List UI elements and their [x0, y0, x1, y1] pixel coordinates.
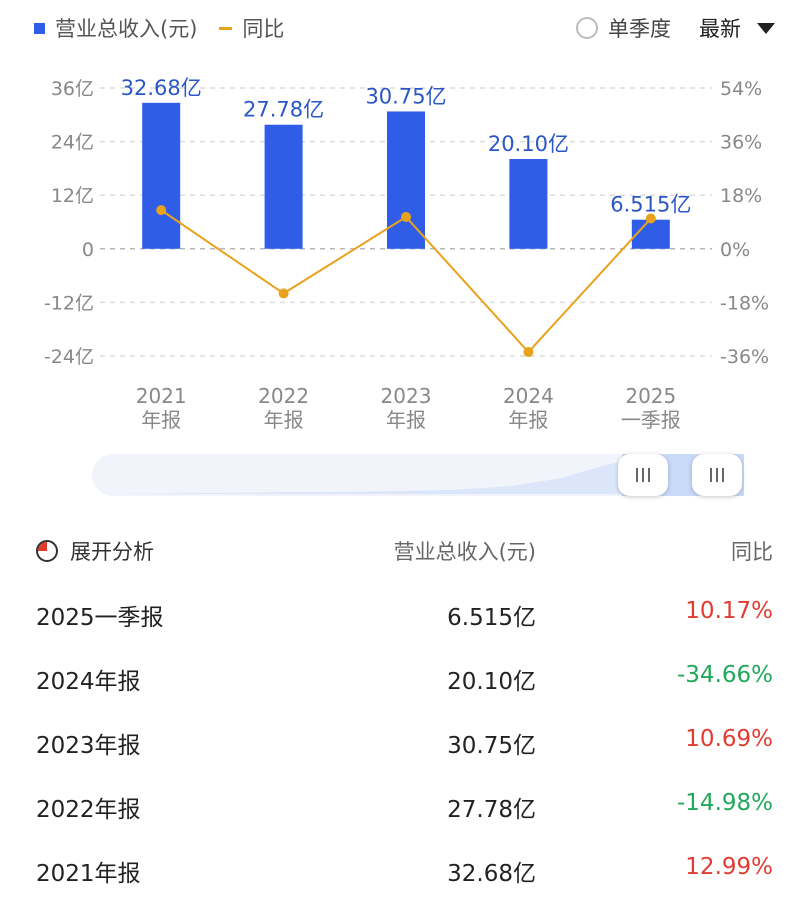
row-revenue: 6.515亿 [447, 605, 536, 631]
revenue-chart: 36亿 24亿 12亿 0 -12亿 -24亿 54% 36% 18% 0% -18% -36% 32.… [44, 76, 769, 432]
yoy-point [156, 205, 167, 216]
bar [509, 159, 548, 249]
bar [387, 111, 425, 249]
table-row[interactable]: 2024年报 20.10亿 -34.66% [0, 644, 809, 708]
x-tick-label: 一季报 [621, 408, 681, 432]
y-right-tick-label: 36% [720, 132, 762, 154]
y-right-tick-label: 54% [720, 78, 762, 100]
x-tick-label: 年报 [386, 408, 426, 432]
bar [631, 219, 670, 249]
table-row[interactable]: 2022年报 27.78亿 -14.98% [0, 772, 809, 836]
table-row[interactable]: 2021年报 32.68亿 12.99% [0, 836, 809, 900]
y-left-tick-label: 36亿 [51, 78, 94, 100]
legend-revenue-label: 营业总收入(元) [55, 17, 198, 41]
y-left-tick-label: 24亿 [51, 132, 94, 154]
x-tick-label: 2025 [625, 384, 676, 408]
x-tick-label: 2022 [258, 384, 309, 408]
bar [264, 124, 303, 249]
slider-left-handle[interactable] [618, 454, 668, 496]
row-yoy: -34.66% [677, 662, 773, 688]
table-header: 展开分析 营业总收入(元) 同比 [0, 520, 809, 580]
row-period: 2021年报 [36, 861, 141, 887]
x-tick-label: 年报 [264, 408, 304, 432]
table-row[interactable]: 2023年报 30.75亿 10.69% [0, 708, 809, 772]
expand-analysis-button[interactable]: 展开分析 [36, 536, 154, 566]
row-yoy: 12.99% [685, 854, 773, 880]
row-period: 2025一季报 [36, 605, 164, 631]
x-tick-label: 2023 [381, 384, 432, 408]
row-revenue: 27.78亿 [447, 797, 536, 823]
x-tick-label: 2021 [136, 384, 187, 408]
y-left-tick-label: -24亿 [44, 346, 94, 368]
bar-data-label: 32.68亿 [121, 76, 202, 100]
yoy-point [401, 211, 411, 222]
range-slider[interactable] [92, 452, 744, 498]
row-period: 2024年报 [36, 669, 141, 695]
legend-bar-swatch [34, 22, 45, 34]
caret-down-icon [757, 22, 775, 34]
row-revenue: 30.75亿 [447, 733, 536, 759]
row-yoy: -14.98% [677, 790, 773, 816]
latest-dropdown[interactable]: 最新 [699, 13, 775, 43]
season-radio[interactable] [576, 17, 598, 39]
column-header-yoy: 同比 [731, 540, 773, 564]
row-revenue: 32.68亿 [447, 861, 536, 887]
y-right-tick-label: -18% [720, 292, 769, 314]
slider-right-handle[interactable] [692, 454, 742, 496]
table-body: 2025一季报 6.515亿 10.17% 2024年报 20.10亿 -34.66% 20… [0, 580, 809, 900]
y-right-tick-label: 0% [720, 239, 750, 261]
grip-icon [636, 468, 650, 482]
row-period: 2023年报 [36, 733, 141, 759]
y-right-tick-label: 18% [720, 185, 762, 207]
bar [142, 102, 181, 249]
y-left-tick-label: 12亿 [51, 185, 94, 207]
table-row[interactable]: 2025一季报 6.515亿 10.17% [0, 580, 809, 644]
pie-chart-icon [36, 540, 58, 562]
x-tick-label: 年报 [508, 408, 548, 432]
legend-yoy[interactable]: 同比 [219, 13, 284, 43]
latest-label: 最新 [699, 17, 741, 41]
bar-data-label: 27.78亿 [243, 98, 324, 122]
bar-data-label: 20.10亿 [488, 132, 569, 156]
legend-yoy-label: 同比 [242, 17, 285, 41]
y-left-tick-label: 0 [82, 239, 94, 261]
bar-data-label: 6.515亿 [610, 193, 691, 217]
y-right-tick-label: -36% [720, 346, 769, 368]
yoy-point [645, 213, 656, 224]
row-yoy: 10.17% [685, 598, 773, 624]
chart-controls: 单季度 最新 [576, 10, 775, 46]
chart-legend: 营业总收入(元) 同比 [34, 10, 306, 46]
expand-analysis-label: 展开分析 [70, 540, 154, 564]
x-tick-label: 年报 [141, 408, 181, 432]
yoy-point [523, 347, 534, 358]
bar-data-label: 30.75亿 [365, 84, 446, 108]
grip-icon [710, 468, 724, 482]
season-label[interactable]: 单季度 [608, 17, 671, 41]
row-period: 2022年报 [36, 797, 141, 823]
y-left-tick-label: -12亿 [44, 292, 94, 314]
legend-revenue[interactable]: 营业总收入(元) [34, 13, 197, 43]
row-yoy: 10.69% [685, 726, 773, 752]
row-revenue: 20.10亿 [447, 669, 536, 695]
yoy-point [278, 288, 289, 299]
data-table: 展开分析 营业总收入(元) 同比 2025一季报 6.515亿 10.17% 2024… [0, 520, 809, 900]
column-header-revenue: 营业总收入(元) [393, 540, 536, 564]
x-tick-label: 2024 [503, 384, 554, 408]
legend-line-swatch [219, 26, 233, 30]
